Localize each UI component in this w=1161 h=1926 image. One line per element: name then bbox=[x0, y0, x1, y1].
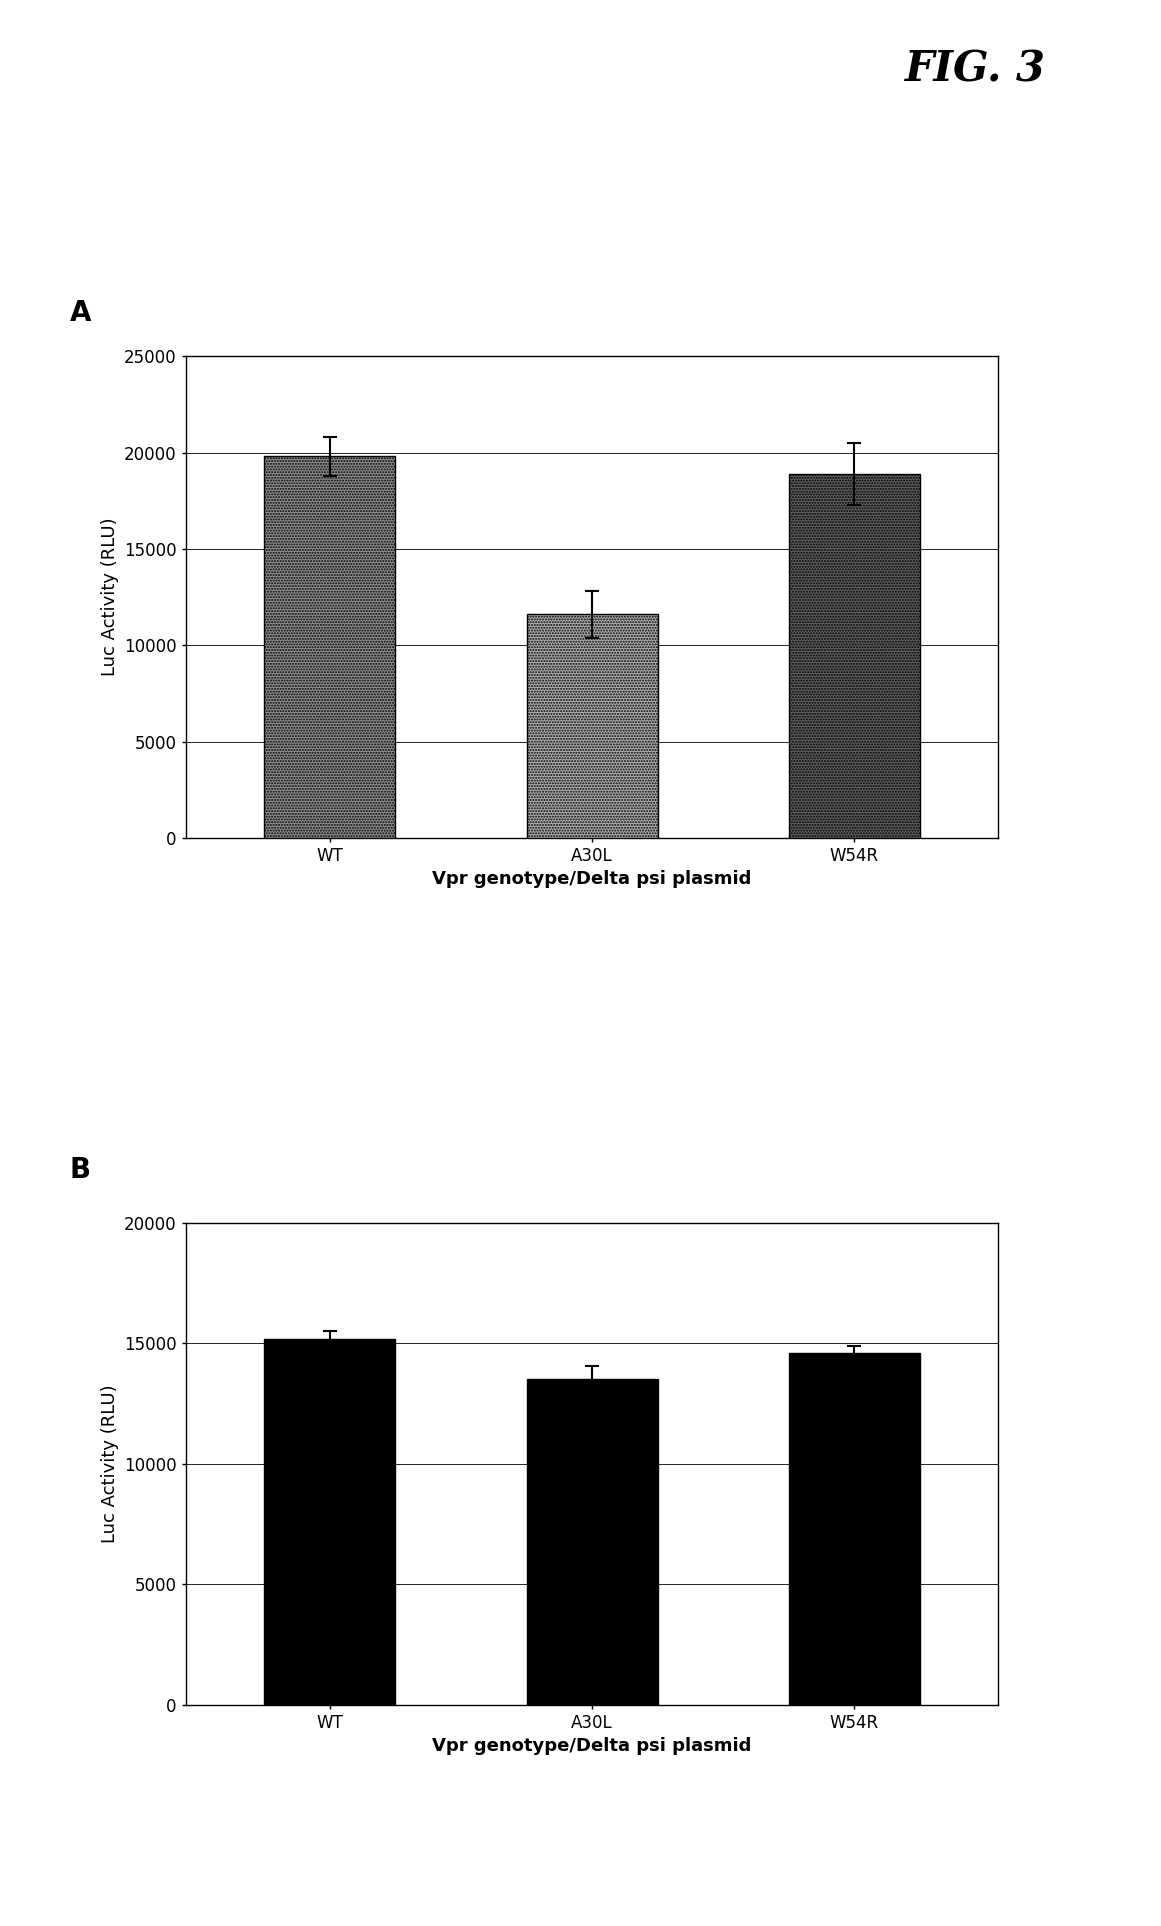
X-axis label: Vpr genotype/Delta psi plasmid: Vpr genotype/Delta psi plasmid bbox=[432, 871, 752, 888]
Bar bbox=[788, 474, 920, 838]
Bar bbox=[527, 1379, 657, 1705]
Y-axis label: Luc Activity (RLU): Luc Activity (RLU) bbox=[101, 1385, 118, 1543]
Bar bbox=[527, 614, 657, 838]
Bar bbox=[265, 1339, 396, 1705]
Text: A: A bbox=[70, 299, 92, 327]
Y-axis label: Luc Activity (RLU): Luc Activity (RLU) bbox=[101, 518, 118, 676]
Text: B: B bbox=[70, 1156, 91, 1184]
Bar bbox=[265, 456, 396, 838]
X-axis label: Vpr genotype/Delta psi plasmid: Vpr genotype/Delta psi plasmid bbox=[432, 1737, 752, 1755]
Bar bbox=[788, 1352, 920, 1705]
Text: FIG. 3: FIG. 3 bbox=[904, 48, 1046, 91]
